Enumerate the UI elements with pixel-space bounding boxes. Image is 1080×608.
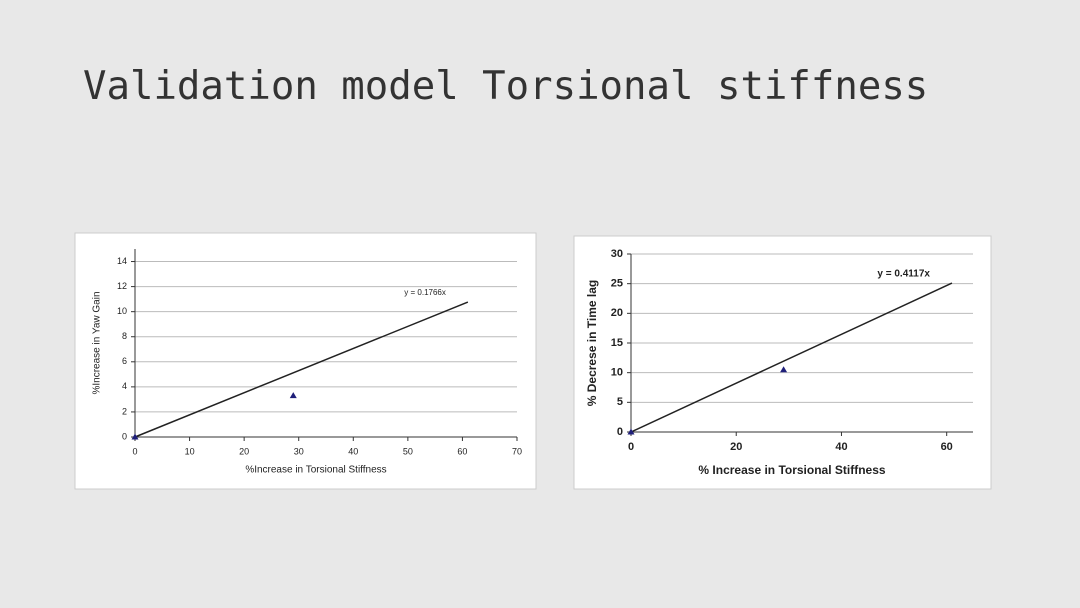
x-tick-label: 30 [294, 446, 304, 456]
x-tick-label: 20 [239, 446, 249, 456]
y-tick-label: 6 [122, 356, 127, 366]
data-point [131, 433, 139, 440]
x-tick-label: 40 [348, 446, 358, 456]
data-point [289, 392, 297, 399]
slide-title: Validation model Torsional stiffness [83, 64, 929, 109]
data-point [627, 428, 635, 435]
x-tick-label: 50 [403, 446, 413, 456]
y-axis-title: %Increase in Yaw Gain [92, 291, 103, 394]
y-tick-label: 4 [122, 381, 127, 391]
y-tick-label: 10 [611, 367, 623, 379]
x-tick-label: 40 [835, 441, 847, 453]
x-tick-label: 70 [512, 446, 522, 456]
y-tick-label: 20 [611, 307, 623, 319]
x-tick-label: 20 [730, 441, 742, 453]
data-point [780, 366, 788, 373]
x-tick-label: 0 [628, 441, 634, 453]
y-axis-title: % Decrese in Time lag [585, 280, 599, 407]
trend-line [134, 301, 469, 438]
x-axis-title: % Increase in Torsional Stiffness [698, 463, 885, 477]
y-tick-label: 2 [122, 406, 127, 416]
y-tick-label: 30 [611, 248, 623, 260]
y-tick-label: 12 [117, 281, 127, 291]
trend-equation: y = 0.4117x [877, 269, 930, 280]
chart-frame [74, 232, 537, 490]
y-tick-label: 14 [117, 256, 127, 266]
y-tick-label: 0 [617, 426, 623, 438]
x-tick-label: 60 [457, 446, 467, 456]
y-tick-label: 0 [122, 431, 127, 441]
trend-equation: y = 0.1766x [404, 288, 446, 297]
y-tick-label: 5 [617, 396, 623, 408]
y-tick-label: 8 [122, 331, 127, 341]
y-tick-label: 10 [117, 306, 127, 316]
y-tick-label: 15 [611, 337, 623, 349]
x-tick-label: 10 [185, 446, 195, 456]
trend-line [630, 282, 953, 433]
x-tick-label: 0 [132, 446, 137, 456]
x-axis-title: %Increase in Torsional Stiffness [245, 465, 386, 476]
x-tick-label: 60 [941, 441, 953, 453]
y-tick-label: 25 [611, 278, 623, 290]
